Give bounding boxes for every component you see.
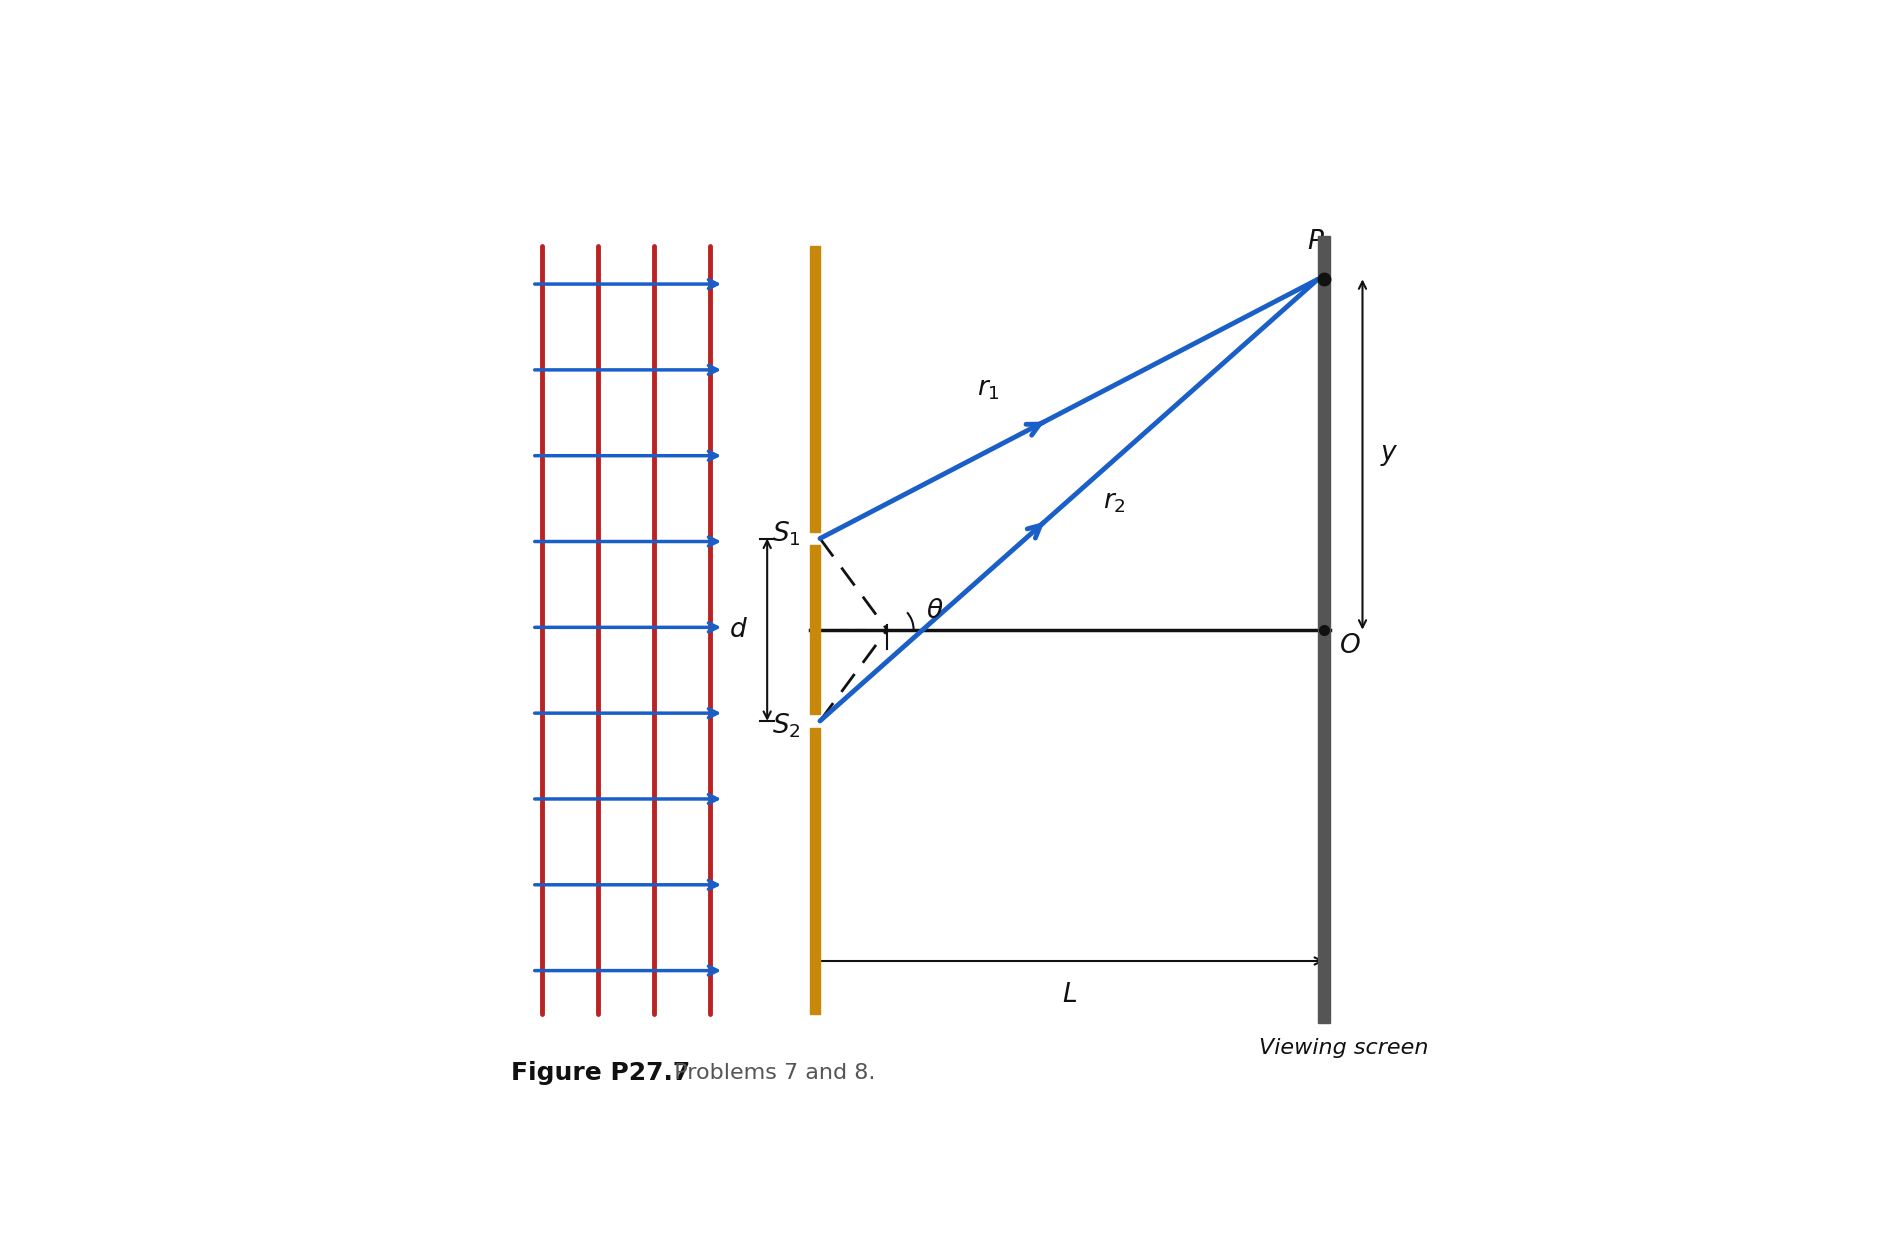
Text: Viewing screen: Viewing screen — [1258, 1038, 1427, 1057]
Text: Figure P27.7: Figure P27.7 — [511, 1061, 690, 1085]
Text: $r_1$: $r_1$ — [976, 377, 998, 403]
Text: Problems 7 and 8.: Problems 7 and 8. — [660, 1064, 874, 1084]
Text: $P$: $P$ — [1307, 229, 1325, 256]
Text: $S_1$: $S_1$ — [771, 520, 801, 547]
Text: $r_2$: $r_2$ — [1104, 489, 1126, 515]
Text: $S_2$: $S_2$ — [771, 712, 801, 739]
Text: $L$: $L$ — [1062, 983, 1077, 1008]
Bar — [810, 728, 820, 1014]
Text: $\theta$: $\theta$ — [925, 597, 942, 624]
Bar — [810, 545, 820, 715]
Text: $O$: $O$ — [1339, 632, 1361, 658]
Text: $d$: $d$ — [729, 617, 748, 642]
Bar — [810, 246, 820, 531]
Text: $y$: $y$ — [1380, 441, 1397, 468]
Bar — [1318, 236, 1329, 1024]
